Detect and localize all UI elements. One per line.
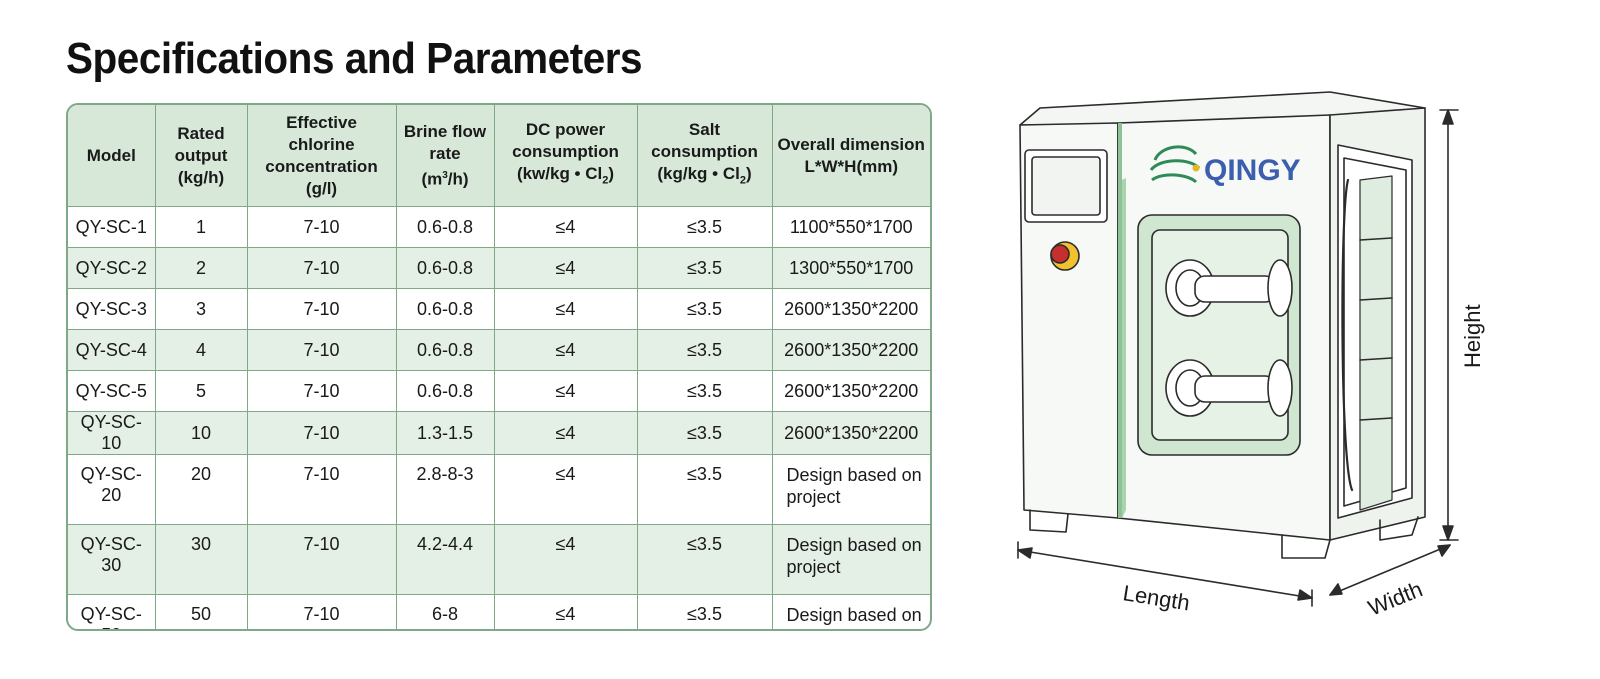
table-row: QY-SC-3 3 7-10 0.6-0.8 ≤4 ≤3.5 2600*1350*2200 [68, 288, 930, 330]
cell-dc-power: ≤4 [493, 247, 638, 289]
cell-chlorine: 7-10 [246, 524, 397, 595]
cell-model: QY-SC-20 [68, 454, 156, 525]
cell-rated-output: 3 [154, 288, 248, 330]
brand-logo: QINGY [1149, 145, 1301, 187]
cell-dimension: 2600*1350*2200 [771, 370, 930, 412]
cell-chlorine: 7-10 [246, 594, 397, 629]
cell-rated-output: 1 [154, 206, 248, 248]
cell-model: QY-SC-2 [68, 247, 156, 289]
cell-dimension: 1300*550*1700 [771, 247, 930, 289]
cell-dc-power: ≤4 [493, 329, 638, 371]
cell-dimension: Design based on project [771, 524, 930, 595]
cell-chlorine: 7-10 [246, 411, 397, 455]
header-salt-consumption: Salt consumption (kg/kg • Cl2) [636, 105, 773, 207]
cell-brine-flow: 6-8 [395, 594, 495, 629]
cell-chlorine: 7-10 [246, 288, 397, 330]
cell-dc-power: ≤4 [493, 206, 638, 248]
header-model-label: Model [86, 145, 136, 165]
table-row: QY-SC-1 1 7-10 0.6-0.8 ≤4 ≤3.5 1100*550*1700 [68, 206, 930, 248]
height-label: Height [1460, 304, 1485, 368]
cell-model: QY-SC-10 [68, 411, 156, 455]
table-header-row: Model Rated output (kg/h) Effective chlori… [68, 105, 930, 207]
header-chlorine-concentration: Effective chlorine concentration (g/l) [246, 105, 397, 207]
header-dc-power: DC power consumption (kw/kg • Cl2) [493, 105, 638, 207]
cell-dimension: 2600*1350*2200 [771, 329, 930, 371]
cell-brine-flow: 0.6-0.8 [395, 370, 495, 412]
cell-chlorine: 7-10 [246, 329, 397, 371]
cell-dimension: Design based on project [771, 454, 930, 525]
cell-dc-power: ≤4 [493, 370, 638, 412]
cell-model: QY-SC-4 [68, 329, 156, 371]
cell-rated-output: 2 [154, 247, 248, 289]
header-model: Model [68, 105, 156, 207]
cell-chlorine: 7-10 [246, 206, 397, 248]
cell-rated-output: 50 [154, 594, 248, 629]
cell-dc-power: ≤4 [493, 288, 638, 330]
cell-salt: ≤3.5 [636, 288, 773, 330]
machine-illustration: QINGY Length Width Height [1017, 91, 1485, 621]
cell-brine-flow: 0.6-0.8 [395, 206, 495, 248]
cell-salt: ≤3.5 [636, 524, 773, 595]
table-body: QY-SC-1 1 7-10 0.6-0.8 ≤4 ≤3.5 1100*550*1700 QY… [68, 206, 930, 629]
cell-salt: ≤3.5 [636, 247, 773, 289]
cell-brine-flow: 1.3-1.5 [395, 411, 495, 455]
cell-brine-flow: 2.8-8-3 [395, 454, 495, 525]
leaf-icon [1149, 145, 1201, 184]
cell-rated-output: 5 [154, 370, 248, 412]
spec-table: Model Rated output (kg/h) Effective chlori… [66, 103, 932, 631]
page-title: Specifications and Parameters [66, 34, 643, 83]
table-row: QY-SC-4 4 7-10 0.6-0.8 ≤4 ≤3.5 2600*1350*2200 [68, 329, 930, 371]
cell-salt: ≤3.5 [636, 594, 773, 629]
cell-brine-flow: 0.6-0.8 [395, 329, 495, 371]
table-row: QY-SC-30 30 7-10 4.2-4.4 ≤4 ≤3.5 Design based … [68, 524, 930, 595]
length-label: Length [1121, 580, 1191, 615]
cell-salt: ≤3.5 [636, 370, 773, 412]
cell-chlorine: 7-10 [246, 370, 397, 412]
brand-name: QINGY [1204, 154, 1301, 187]
cell-dimension: 2600*1350*2200 [771, 288, 930, 330]
cell-dc-power: ≤4 [493, 454, 638, 525]
cell-chlorine: 7-10 [246, 454, 397, 525]
cell-rated-output: 10 [154, 411, 248, 455]
cell-model: QY-SC-3 [68, 288, 156, 330]
table-row: QY-SC-2 2 7-10 0.6-0.8 ≤4 ≤3.5 1300*550*1700 [68, 247, 930, 289]
cell-rated-output: 20 [154, 454, 248, 525]
header-rated-output: Rated output (kg/h) [154, 105, 248, 207]
cell-dc-power: ≤4 [493, 594, 638, 629]
header-brine-flow-rate: Brine flow rate (m3/h) [395, 105, 495, 207]
cell-dc-power: ≤4 [493, 524, 638, 595]
cell-chlorine: 7-10 [246, 247, 397, 289]
cell-brine-flow: 4.2-4.4 [395, 524, 495, 595]
cell-salt: ≤3.5 [636, 329, 773, 371]
cell-dimension: 2600*1350*2200 [771, 411, 930, 455]
cell-model: QY-SC-1 [68, 206, 156, 248]
cell-brine-flow: 0.6-0.8 [395, 247, 495, 289]
header-overall-dimension: Overall dimension L*W*H(mm) [771, 105, 930, 207]
cell-rated-output: 4 [154, 329, 248, 371]
cell-model: QY-SC-30 [68, 524, 156, 595]
cell-dimension: Design based on project [771, 594, 930, 629]
cell-model: QY-SC-5 [68, 370, 156, 412]
width-label: Width [1365, 576, 1427, 620]
cell-dc-power: ≤4 [493, 411, 638, 455]
cell-salt: ≤3.5 [636, 206, 773, 248]
table-row: QY-SC-5 5 7-10 0.6-0.8 ≤4 ≤3.5 2600*1350*2200 [68, 370, 930, 412]
table-row: QY-SC-10 10 7-10 1.3-1.5 ≤4 ≤3.5 2600*1350*220… [68, 411, 930, 455]
cell-salt: ≤3.5 [636, 454, 773, 525]
cell-brine-flow: 0.6-0.8 [395, 288, 495, 330]
cell-salt: ≤3.5 [636, 411, 773, 455]
cell-model: QY-SC-50 [68, 594, 156, 629]
cell-dimension: 1100*550*1700 [771, 206, 930, 248]
table-row: QY-SC-20 20 7-10 2.8-8-3 ≤4 ≤3.5 Design based … [68, 454, 930, 525]
cell-rated-output: 30 [154, 524, 248, 595]
